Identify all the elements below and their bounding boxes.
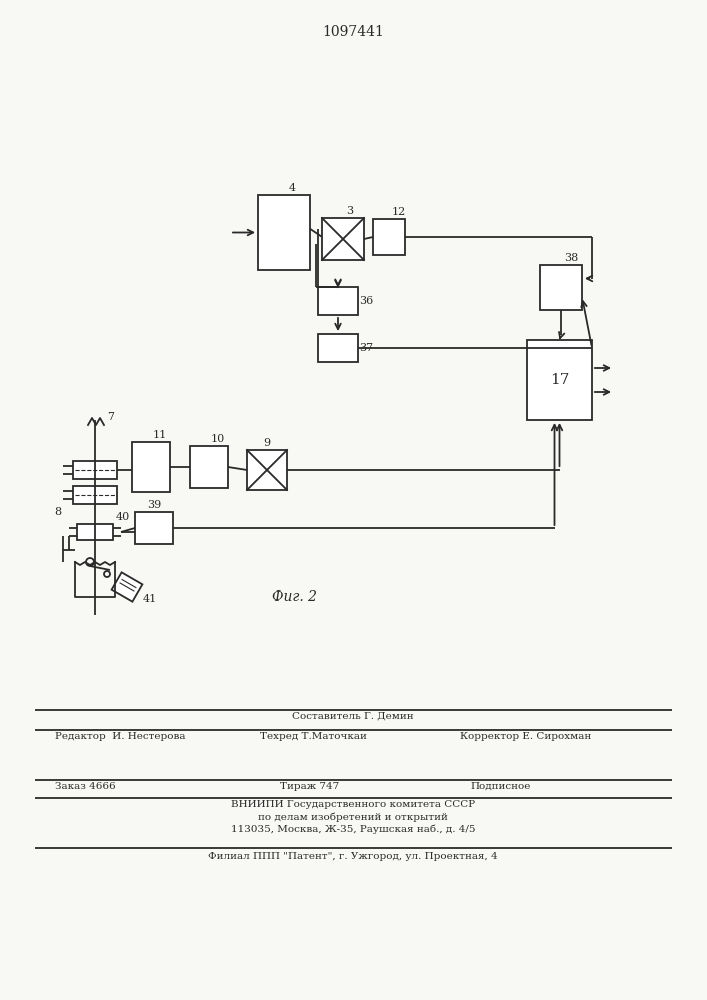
Bar [258, 195, 310, 270]
Text: ВНИИПИ Государственного комитета СССР: ВНИИПИ Государственного комитета СССР [231, 800, 475, 809]
Text: 12: 12 [392, 207, 407, 217]
Text: Заказ 4666: Заказ 4666 [55, 782, 116, 791]
Bar [322, 218, 364, 260]
Bar [112, 572, 142, 602]
Text: Тираж 747: Тираж 747 [280, 782, 339, 791]
Bar [247, 450, 287, 490]
Bar [527, 340, 592, 420]
Bar [135, 512, 173, 544]
Bar [373, 219, 405, 255]
Text: 9: 9 [264, 438, 271, 448]
Text: 8: 8 [54, 507, 61, 517]
Bar [318, 287, 358, 315]
Bar [540, 265, 582, 310]
Text: 41: 41 [143, 594, 157, 604]
Text: 37: 37 [359, 343, 373, 353]
Text: 4: 4 [289, 183, 296, 193]
Bar [77, 524, 113, 540]
Text: Составитель Г. Демин: Составитель Г. Демин [292, 712, 414, 721]
Text: Техред Т.Маточкаи: Техред Т.Маточкаи [260, 732, 367, 741]
Text: Филиал ППП "Патент", г. Ужгород, ул. Проектная, 4: Филиал ППП "Патент", г. Ужгород, ул. Про… [208, 852, 498, 861]
Text: 7: 7 [107, 412, 114, 422]
Text: Фиг. 2: Фиг. 2 [272, 590, 317, 604]
Text: 38: 38 [564, 253, 578, 263]
Text: 40: 40 [116, 512, 130, 522]
Text: 17: 17 [550, 373, 569, 387]
Text: 113035, Москва, Ж-35, Раушская наб., д. 4/5: 113035, Москва, Ж-35, Раушская наб., д. … [230, 824, 475, 834]
Text: 39: 39 [147, 500, 161, 510]
Bar [73, 461, 117, 479]
Text: 10: 10 [211, 434, 226, 444]
Text: Корректор Е. Сирохман: Корректор Е. Сирохман [460, 732, 591, 741]
Bar [73, 486, 117, 504]
Text: 11: 11 [153, 430, 168, 440]
Text: Подписное: Подписное [470, 782, 530, 791]
Bar [190, 446, 228, 488]
Text: 1097441: 1097441 [322, 25, 384, 39]
Text: по делам изобретений и открытий: по делам изобретений и открытий [258, 812, 448, 822]
Bar [132, 442, 170, 492]
Text: 36: 36 [359, 296, 373, 306]
Text: Редактор  И. Нестерова: Редактор И. Нестерова [55, 732, 185, 741]
Text: 3: 3 [346, 206, 353, 216]
Bar [318, 334, 358, 362]
